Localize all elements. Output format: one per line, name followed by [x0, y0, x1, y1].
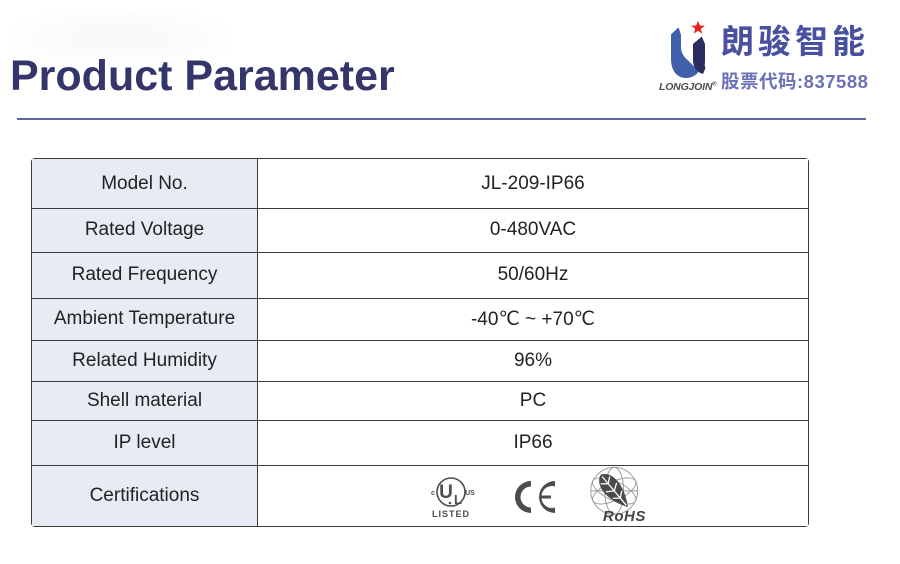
svg-text:US: US — [465, 490, 475, 497]
svg-text:U: U — [439, 482, 453, 503]
svg-text:c: c — [431, 490, 435, 497]
svg-text:LISTED: LISTED — [432, 509, 470, 519]
svg-text:L: L — [454, 492, 462, 507]
